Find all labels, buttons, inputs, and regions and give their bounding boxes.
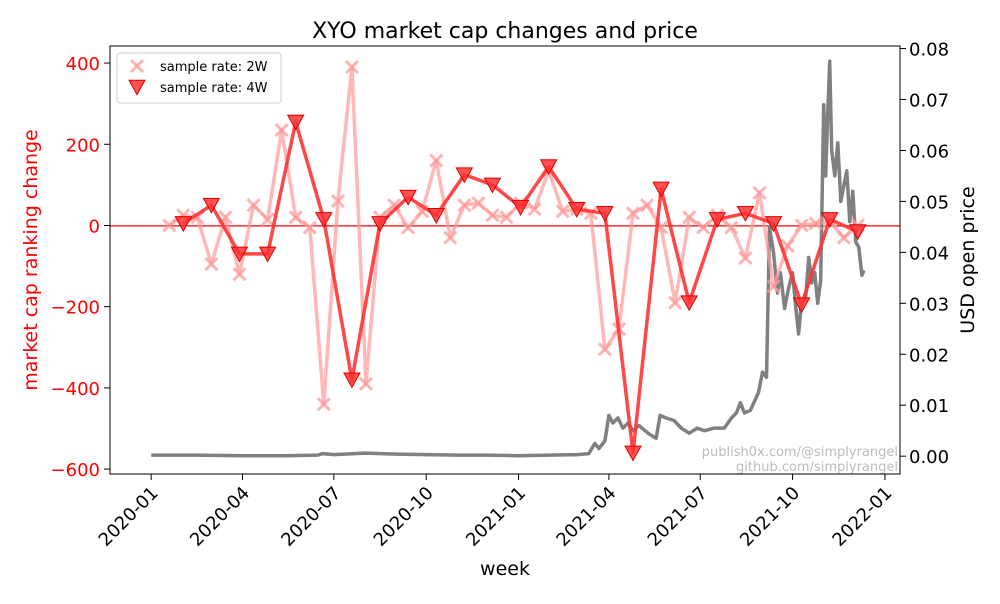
right-tick-label: 0.06: [909, 141, 949, 162]
right-tick-label: 0.03: [909, 294, 949, 315]
series-2w-point: [232, 267, 247, 282]
left-tick-label: −400: [51, 379, 100, 400]
series-2w-point: [527, 202, 542, 217]
series-2w-point: [752, 185, 767, 201]
series-4w-point: [427, 208, 446, 224]
series-2w-point: [260, 212, 275, 227]
series-2w-point: [724, 220, 739, 235]
series-2w-point: [274, 122, 289, 138]
series-4w-layer: [174, 114, 867, 462]
series-2w-point: [836, 230, 851, 245]
series-2w-point: [162, 218, 177, 233]
series-4w-point: [314, 212, 333, 229]
series-2w-point: [499, 210, 514, 225]
watermark: publish0x.com/@simplyrangel github.com/s…: [702, 445, 898, 475]
series-4w-point: [343, 372, 361, 389]
series-4w-point: [820, 212, 839, 229]
series-4w-point: [286, 114, 305, 131]
right-tick-label: 0.08: [909, 40, 949, 61]
right-tick-label: 0.00: [909, 447, 949, 468]
series-2w-point: [738, 250, 753, 266]
series-4w-point: [567, 201, 586, 218]
right-tick-label: 0.01: [909, 396, 949, 417]
series-2w-point: [387, 198, 402, 213]
x-axis-label: week: [480, 558, 530, 580]
left-tick-label: 0: [89, 216, 100, 237]
watermark-line-2: github.com/simplyrangel: [736, 460, 898, 475]
series-4w-point: [258, 246, 277, 263]
series-2w-point: [668, 295, 683, 310]
legend-triangle-icon: [128, 79, 146, 96]
series-4w-point: [511, 199, 530, 216]
series-4w-point: [202, 197, 221, 214]
series-2w-line: [168, 65, 859, 406]
series-4w-point: [792, 297, 811, 314]
series-2w-point: [471, 196, 486, 211]
series-4w-point: [624, 445, 642, 462]
plot-frame: [109, 45, 901, 475]
series-2w-point: [358, 376, 374, 391]
left-tick-label: 200: [66, 135, 100, 156]
series-4w-point: [483, 177, 502, 194]
right-tick-label: 0.04: [909, 243, 949, 264]
right-axis-ticks: 0.00 0.01 0.02 0.03 0.04 0.05 0.06 0.07 0.08: [900, 40, 949, 468]
chart-title: XYO market cap changes and price: [312, 19, 698, 44]
watermark-line-1: publish0x.com/@simplyrangel: [702, 445, 898, 460]
series-4w-point: [539, 159, 558, 176]
series-2w-point: [808, 216, 823, 231]
series-4w-point: [652, 181, 670, 198]
series-2w-point: [246, 198, 261, 213]
series-2w-point: [302, 220, 317, 235]
price-line: [151, 59, 866, 458]
series-4w-point: [680, 295, 699, 312]
series-2w-point: [457, 198, 472, 213]
right-axis-label: USD open price: [957, 186, 979, 333]
left-tick-label: −600: [51, 460, 100, 481]
series-4w-point: [736, 206, 755, 222]
series-4w-point: [371, 216, 389, 233]
series-4w-point: [174, 216, 193, 233]
series-2w-point: [204, 257, 219, 272]
left-tick-label: 400: [66, 54, 100, 75]
series-4w-point: [764, 216, 783, 233]
legend-frame: [116, 52, 282, 104]
series-4w-point: [708, 212, 727, 229]
legend-label-2w: sample rate: 2W: [160, 60, 268, 75]
series-2w-point: [344, 60, 359, 75]
right-tick-label: 0.07: [909, 91, 949, 112]
series-2w-point: [330, 194, 345, 209]
right-tick-label: 0.05: [909, 192, 949, 213]
series-2w-point: [555, 204, 570, 219]
series-4w-point: [455, 167, 474, 184]
legend-label-4w: sample rate: 4W: [160, 81, 268, 96]
series-2w-point: [485, 208, 500, 223]
left-tick-label: −200: [51, 298, 100, 319]
series-2w-point: [682, 210, 697, 225]
series-2w-point: [443, 230, 458, 245]
price-layer: [151, 59, 866, 458]
series-2w-point: [429, 153, 444, 168]
series-4w-point: [596, 206, 614, 222]
series-2w-point: [401, 220, 416, 235]
left-axis-label: market cap ranking change: [20, 129, 42, 391]
series-2w-point: [696, 220, 711, 235]
series-4w-point: [848, 224, 867, 241]
series-2w-point: [794, 218, 809, 233]
series-4w-point: [230, 246, 249, 263]
series-2w-point: [288, 210, 303, 225]
series-2w-point: [639, 198, 655, 213]
legend: sample rate: 2W sample rate: 4W: [116, 52, 282, 104]
series-4w-point: [399, 189, 417, 206]
series-2w-point: [316, 397, 331, 412]
right-tick-label: 0.02: [909, 345, 949, 366]
series-2w-point: [597, 342, 612, 357]
legend-marker-2w: [129, 58, 145, 74]
legend-marker-4w: [128, 79, 146, 96]
legend-x-icon: [129, 58, 145, 74]
series-2w-point: [766, 279, 781, 294]
left-axis-ticks: −600 −400 −200 0 200 400: [51, 54, 110, 481]
series-2w-point: [625, 206, 641, 221]
